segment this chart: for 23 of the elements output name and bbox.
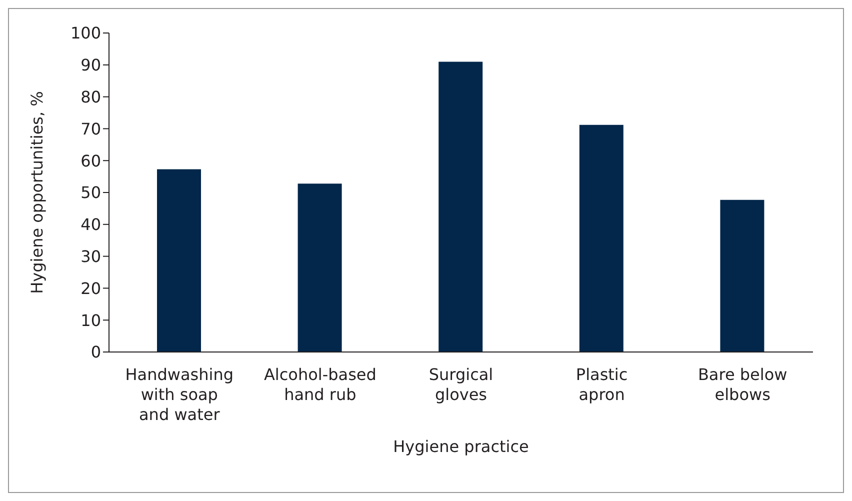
x-tick-label: Bare below elbows (698, 365, 788, 404)
x-tick-label: Alcohol-based hand rub (264, 365, 376, 404)
y-axis-title: Hygiene opportunities, % (28, 91, 47, 294)
x-tick-label: Surgical gloves (428, 365, 494, 404)
y-tick-label: 100 (70, 24, 101, 43)
y-tick-label: 30 (80, 246, 101, 266)
y-tick-label: 10 (80, 310, 101, 330)
x-tick-label: Plastic apron (576, 365, 628, 404)
y-tick-label: 50 (80, 183, 101, 202)
x-tick-label: Handwashing with soap and water (125, 365, 234, 424)
y-tick-label: 40 (80, 215, 101, 234)
bar (298, 184, 342, 352)
x-axis-title: Hygiene practice (393, 437, 529, 456)
bar (157, 169, 201, 352)
y-tick-label: 90 (80, 56, 101, 75)
bar (720, 200, 764, 352)
bar (438, 62, 483, 352)
bar (579, 124, 624, 352)
y-tick-label: 20 (80, 278, 101, 298)
y-tick-label: 60 (80, 151, 101, 170)
y-tick-label: 80 (80, 87, 101, 106)
y-tick-label: 0 (90, 342, 101, 362)
y-tick-label: 70 (80, 119, 101, 138)
